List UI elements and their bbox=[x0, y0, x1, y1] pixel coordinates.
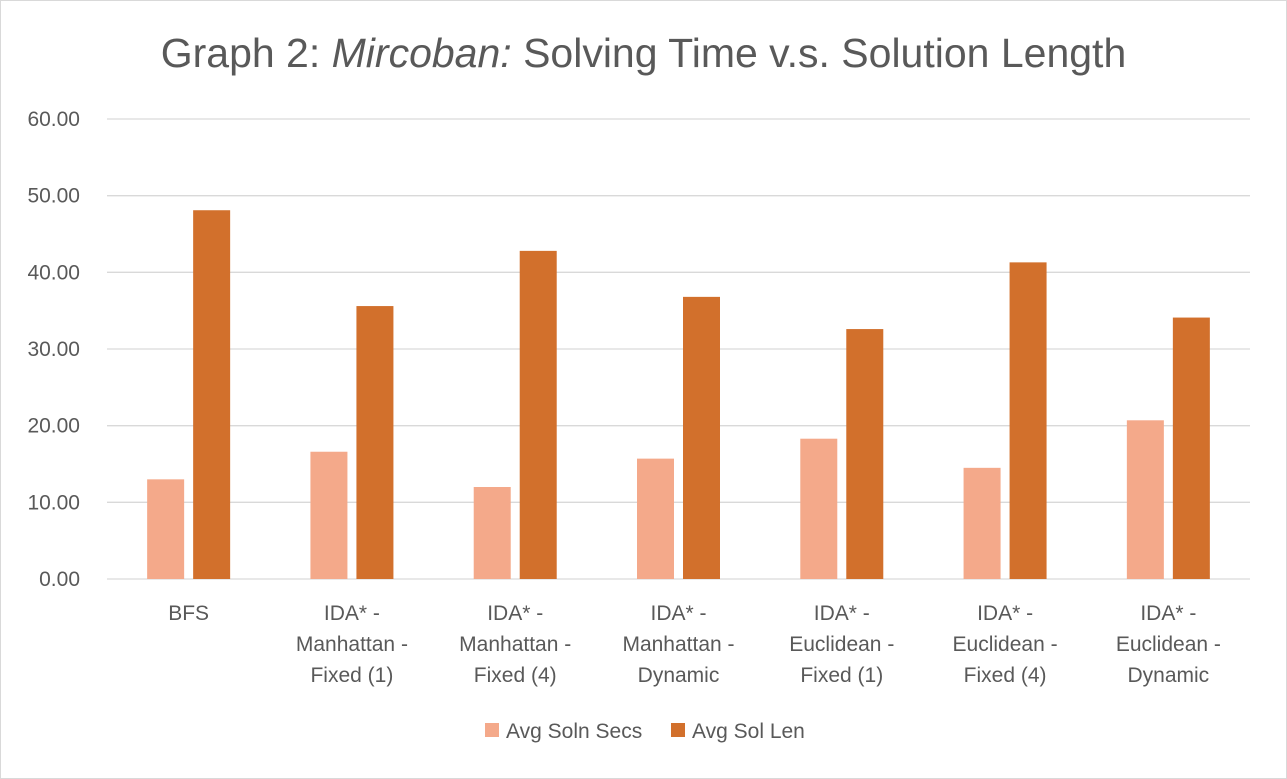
bars bbox=[147, 210, 1210, 579]
y-tick-label: 20.00 bbox=[27, 415, 80, 438]
legend-label: Avg Sol Len bbox=[692, 720, 805, 743]
legend-label: Avg Soln Secs bbox=[506, 720, 642, 743]
x-axis-categories: BFS IDA* -Manhattan -Fixed (1) IDA* -Manha… bbox=[168, 602, 1221, 687]
chart-title-prefix: Graph 2: bbox=[160, 30, 332, 76]
bar-avg-soln-secs bbox=[310, 451, 348, 579]
x-category-label: IDA* -Manhattan -Fixed (1) bbox=[296, 602, 408, 687]
bar-avg-soln-secs bbox=[963, 467, 1001, 579]
bar-avg-soln-secs bbox=[637, 458, 674, 579]
x-category-label: IDA* -Manhattan -Dynamic bbox=[622, 602, 734, 687]
y-tick-label: 0.00 bbox=[39, 568, 80, 591]
legend-swatch bbox=[485, 723, 499, 737]
bar-avg-soln-secs bbox=[800, 438, 838, 579]
y-tick-label: 60.00 bbox=[27, 108, 80, 131]
bar-avg-sol-len bbox=[519, 250, 557, 579]
bar-avg-soln-secs bbox=[473, 487, 511, 579]
x-category-label: IDA* -Manhattan -Fixed (4) bbox=[459, 602, 571, 687]
y-tick-label: 10.00 bbox=[27, 491, 80, 514]
chart-title-italic: Mircoban: bbox=[331, 30, 512, 76]
gridlines bbox=[107, 118, 1250, 580]
bar-avg-sol-len bbox=[356, 306, 394, 579]
y-tick-label: 40.00 bbox=[27, 261, 80, 284]
legend: Avg Soln Secs Avg Sol Len bbox=[485, 720, 805, 743]
bar-avg-sol-len bbox=[1172, 317, 1210, 579]
x-category-label: IDA* -Euclidean -Fixed (4) bbox=[953, 602, 1058, 687]
bar-avg-soln-secs bbox=[147, 479, 185, 579]
bar-avg-sol-len bbox=[683, 296, 720, 579]
y-tick-label: 30.00 bbox=[27, 338, 80, 361]
bar-avg-sol-len bbox=[193, 210, 231, 579]
x-category-label: BFS bbox=[168, 602, 209, 625]
x-category-label: IDA* -Euclidean -Fixed (1) bbox=[789, 602, 894, 687]
bar-avg-sol-len bbox=[846, 329, 884, 579]
y-tick-label: 50.00 bbox=[27, 185, 80, 208]
bar-avg-sol-len bbox=[1009, 262, 1047, 579]
bar-avg-soln-secs bbox=[1126, 420, 1164, 579]
chart-title: Graph 2: Mircoban: Solving Time v.s. Sol… bbox=[0, 30, 1287, 77]
x-category-label: IDA* -Euclidean -Dynamic bbox=[1116, 602, 1221, 687]
y-axis-ticks: 0.00 10.00 20.00 30.00 40.00 50.00 60.00 bbox=[27, 108, 80, 591]
legend-swatch bbox=[671, 723, 685, 737]
chart-title-suffix: Solving Time v.s. Solution Length bbox=[511, 30, 1127, 76]
